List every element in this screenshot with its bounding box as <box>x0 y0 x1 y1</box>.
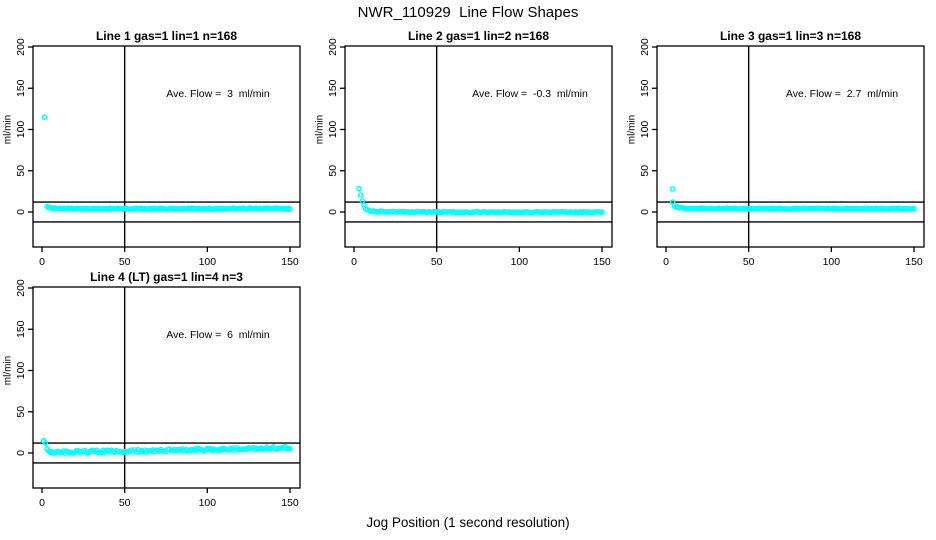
ave-flow-label: Ave. Flow = 6 ml/min <box>166 329 270 341</box>
subplot-line-3: 0 50 100 150 0 50 100 150 200 ml/min Line 3 gas=1… <box>624 28 936 283</box>
y-axis-title: ml/min <box>3 115 14 144</box>
plot-canvas-line-2: 0 50 100 150 0 50 100 150 200 ml/min <box>315 38 613 268</box>
horizontal-reference-lines <box>33 442 300 464</box>
svg-text:150: 150 <box>281 256 299 268</box>
subplot-title: Line 3 gas=1 lin=3 n=168 <box>719 29 862 43</box>
data-points <box>356 185 605 216</box>
svg-text:50: 50 <box>639 165 651 177</box>
y-axis-title: ml/min <box>627 115 638 144</box>
svg-text:0: 0 <box>327 209 339 215</box>
svg-text:50: 50 <box>431 256 443 268</box>
y-axis-ticks: 0 50 100 150 200 <box>639 38 657 215</box>
svg-text:0: 0 <box>15 450 27 456</box>
svg-text:150: 150 <box>327 79 339 97</box>
svg-text:50: 50 <box>15 165 27 177</box>
svg-text:50: 50 <box>327 165 339 177</box>
svg-text:200: 200 <box>639 38 651 56</box>
svg-text:100: 100 <box>199 497 217 509</box>
svg-text:100: 100 <box>199 256 217 268</box>
horizontal-reference-lines <box>33 201 300 223</box>
svg-text:150: 150 <box>593 256 611 268</box>
svg-text:100: 100 <box>639 121 651 139</box>
plot-box <box>656 45 925 248</box>
horizontal-reference-lines <box>345 201 612 223</box>
subplot-title: Line 4 (LT) gas=1 lin=4 n=3 <box>90 270 243 284</box>
svg-text:0: 0 <box>639 209 651 215</box>
svg-text:100: 100 <box>15 121 27 139</box>
svg-text:150: 150 <box>905 256 923 268</box>
subplot-title: Line 2 gas=1 lin=2 n=168 <box>407 29 550 43</box>
svg-text:150: 150 <box>15 79 27 97</box>
plot-box <box>32 286 301 489</box>
data-points <box>669 186 917 212</box>
jog-position-axis-label: Jog Position (1 second resolution) <box>366 515 570 530</box>
ave-flow-label: Ave. Flow = -0.3 ml/min <box>472 88 588 100</box>
subplot-line-4: 0 50 100 150 0 50 100 150 200 ml/min Line 4 (LT) … <box>0 269 312 524</box>
svg-text:150: 150 <box>15 320 27 338</box>
svg-text:100: 100 <box>15 362 27 380</box>
ave-flow-label: Ave. Flow = 3 ml/min <box>166 88 270 100</box>
ave-flow-label: Ave. Flow = 2.7 ml/min <box>785 88 899 100</box>
svg-text:0: 0 <box>39 497 45 509</box>
x-axis-ticks: 0 50 100 150 <box>39 247 299 268</box>
y-axis-ticks: 0 50 100 150 200 <box>327 38 345 215</box>
data-points <box>41 114 293 213</box>
y-axis-title: ml/min <box>315 115 326 144</box>
svg-text:150: 150 <box>281 497 299 509</box>
y-axis-ticks: 0 50 100 150 200 <box>15 38 33 215</box>
svg-text:100: 100 <box>823 256 841 268</box>
y-axis-ticks: 0 50 100 150 200 <box>15 279 33 456</box>
x-axis-ticks: 0 50 100 150 <box>663 247 923 268</box>
plot-canvas-line-3: 0 50 100 150 0 50 100 150 200 ml/min <box>627 38 925 268</box>
svg-text:200: 200 <box>15 38 27 56</box>
svg-text:0: 0 <box>351 256 357 268</box>
svg-text:50: 50 <box>119 497 131 509</box>
subplot-line-2: 0 50 100 150 0 50 100 150 200 ml/min Line 2 gas=1… <box>312 28 624 283</box>
x-axis-ticks: 0 50 100 150 <box>351 247 611 268</box>
svg-text:50: 50 <box>15 406 27 418</box>
plot-canvas-line-1: 0 50 100 150 0 50 100 150 200 ml/min <box>3 38 301 268</box>
svg-text:0: 0 <box>39 256 45 268</box>
svg-text:200: 200 <box>327 38 339 56</box>
svg-text:100: 100 <box>511 256 529 268</box>
subplot-title: Line 1 gas=1 lin=1 n=168 <box>95 29 238 43</box>
plot-box <box>344 45 613 248</box>
svg-text:0: 0 <box>15 209 27 215</box>
svg-text:200: 200 <box>15 279 27 297</box>
svg-text:100: 100 <box>327 121 339 139</box>
y-axis-title: ml/min <box>3 356 14 385</box>
x-axis-ticks: 0 50 100 150 <box>39 488 299 509</box>
svg-text:0: 0 <box>663 256 669 268</box>
svg-text:50: 50 <box>119 256 131 268</box>
horizontal-reference-lines <box>657 201 924 223</box>
subplot-line-1: 0 50 100 150 0 50 100 150 200 ml/min Line 1 gas=1… <box>0 28 312 283</box>
svg-text:50: 50 <box>743 256 755 268</box>
plot-canvas-line-4: 0 50 100 150 0 50 100 150 200 ml/min <box>3 279 301 509</box>
plot-box <box>32 45 301 248</box>
data-points <box>40 437 293 456</box>
svg-text:150: 150 <box>639 79 651 97</box>
main-title: NWR_110929 Line Flow Shapes <box>357 4 579 21</box>
